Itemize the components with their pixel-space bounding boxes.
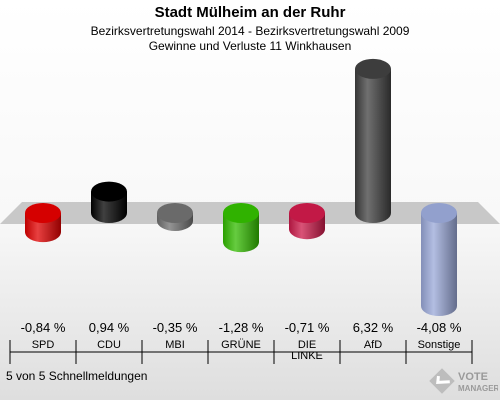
category-label-cdu: CDU <box>97 339 121 351</box>
chart-subtitle-district: Gewinne und Verluste 11 Winkhausen <box>148 39 352 53</box>
bar-sonstige <box>421 203 457 317</box>
logo-word-vote: VOTE <box>458 371 488 383</box>
bar-body-sonstige <box>421 213 457 317</box>
bar-cdu <box>91 181 127 223</box>
value-label-mbi: -0,35 % <box>153 320 198 335</box>
bar-spd <box>25 203 61 243</box>
bar-body-afd <box>355 68 391 224</box>
bar-top-gr-ne <box>223 203 259 223</box>
bar-gr-ne <box>223 203 259 253</box>
bar-top-mbi <box>157 203 193 223</box>
value-label-sonstige: -4,08 % <box>417 320 462 335</box>
bar-afd <box>355 58 391 224</box>
footer-status: 5 von 5 Schnellmeldungen <box>6 369 148 383</box>
value-label-die-linke: -0,71 % <box>285 320 330 335</box>
value-label-gr-ne: -1,28 % <box>219 320 264 335</box>
category-label-afd: AfD <box>364 339 382 351</box>
bar-top-die-linke <box>289 203 325 223</box>
category-label-spd: SPD <box>32 339 55 351</box>
bar-top-spd <box>25 203 61 223</box>
category-label-gr-ne: GRÜNE <box>221 339 261 351</box>
bar-top-sonstige <box>421 203 457 223</box>
bar-mbi <box>157 203 193 231</box>
category-label-mbi: MBI <box>165 339 185 351</box>
category-label-die-linke-2: LINKE <box>291 350 323 362</box>
value-label-spd: -0,84 % <box>21 320 66 335</box>
chart-subtitle-election: Bezirksvertretungswahl 2014 - Bezirksver… <box>90 24 410 38</box>
bar-die-linke <box>289 203 325 240</box>
bar-group <box>25 58 457 317</box>
category-axis: -0,84 % SPD 0,94 % CDU -0,35 % MBI -1,28 % GRÜN… <box>9 320 473 364</box>
category-label-sonstige: Sonstige <box>418 339 461 351</box>
bar-body-gr-ne <box>223 213 259 253</box>
value-label-afd: 6,32 % <box>353 320 394 335</box>
chart-title: Stadt Mülheim an der Ruhr <box>154 4 346 21</box>
votemanager-logo: VOTE MANAGER <box>429 368 498 394</box>
bar-top-afd <box>355 58 391 79</box>
logo-word-manager: MANAGER <box>458 384 498 393</box>
bar-top-cdu <box>91 181 127 202</box>
value-label-cdu: 0,94 % <box>89 320 130 335</box>
logo-mark-icon <box>429 368 455 394</box>
category-label-die-linke-1: DIE <box>298 339 316 351</box>
